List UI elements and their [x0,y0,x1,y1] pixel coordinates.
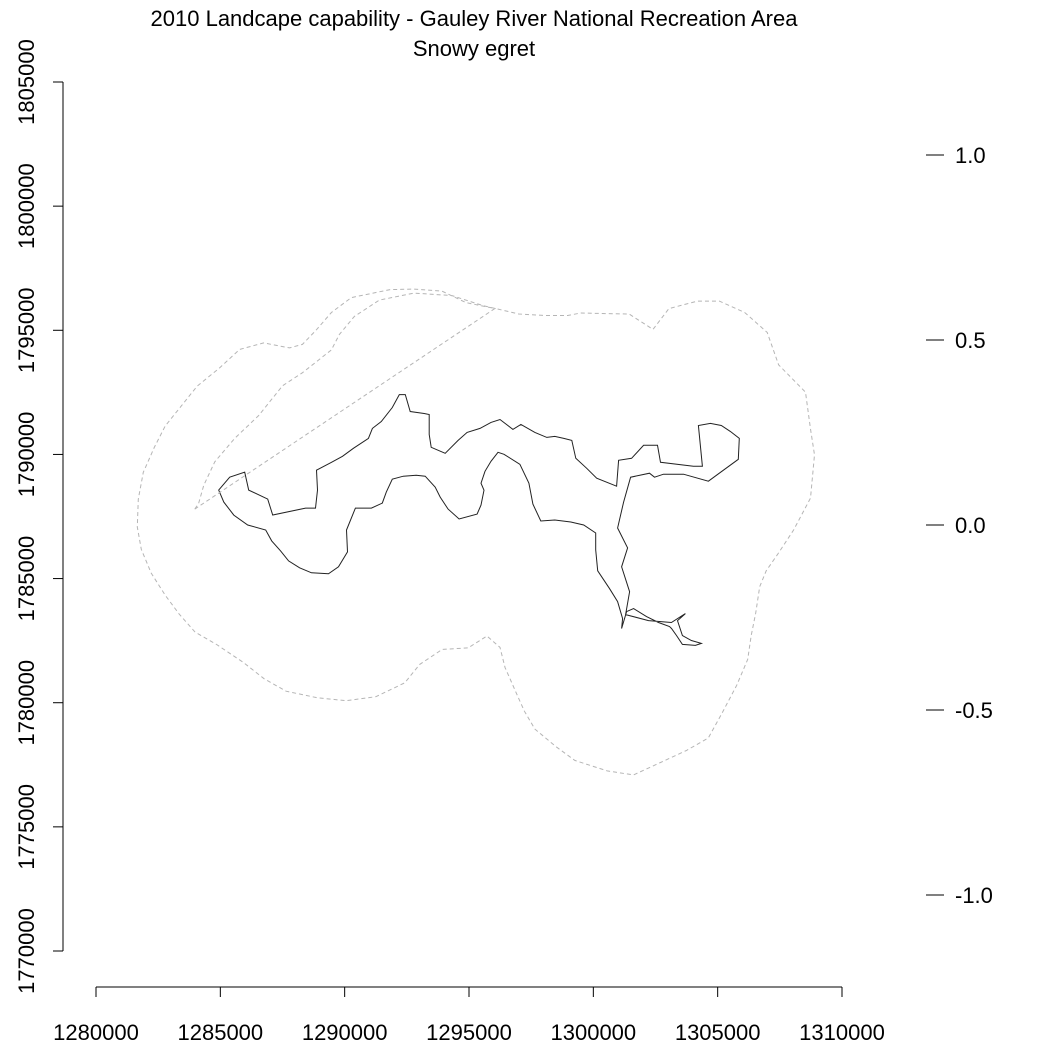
map-title: 2010 Landcape capability - Gauley River … [151,6,799,31]
legend-tick-label: 0.5 [955,328,986,353]
y-tick-label: 1785000 [14,536,39,622]
legend-tick-label: 1.0 [955,143,986,168]
legend-tick-label: -1.0 [955,883,993,908]
x-tick-label: 1280000 [53,1020,139,1045]
x-tick-label: 1290000 [302,1020,388,1045]
x-tick-label: 1295000 [426,1020,512,1045]
y-tick-label: 1800000 [14,163,39,249]
x-tick-label: 1300000 [551,1020,637,1045]
y-tick-label: 1770000 [14,908,39,994]
y-tick-label: 1795000 [14,287,39,373]
x-tick-label: 1310000 [799,1020,885,1045]
y-axis: 1770000 1775000 1780000 1785000 1790000 17950… [14,39,64,994]
map-layers [136,288,816,776]
x-tick-label: 1305000 [675,1020,761,1045]
legend-tick-label: 0.0 [955,513,986,538]
y-tick-label: 1780000 [14,660,39,746]
map-subtitle: Snowy egret [413,36,535,61]
x-axis: 1280000 1285000 1290000 1295000 1300000 13050… [53,986,885,1045]
legend-axis: 1.0 0.5 0.0 -0.5 -1.0 [926,143,993,908]
legend-tick-label: -0.5 [955,698,993,723]
buffer-boundary-outline [136,288,816,776]
y-tick-label: 1775000 [14,784,39,870]
y-tick-label: 1790000 [14,412,39,498]
park-boundary-outline [218,394,740,646]
x-tick-label: 1285000 [178,1020,264,1045]
y-tick-label: 1805000 [14,39,39,125]
